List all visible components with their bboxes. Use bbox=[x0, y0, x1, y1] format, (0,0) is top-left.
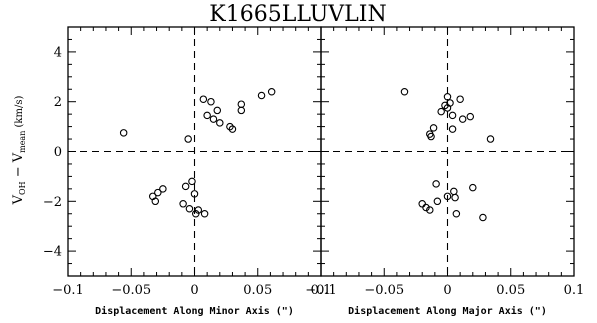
data-point bbox=[190, 190, 199, 198]
data-point bbox=[154, 188, 162, 197]
x-tick-label: 0.1 bbox=[311, 283, 332, 298]
data-point bbox=[179, 200, 187, 208]
data-point bbox=[185, 205, 194, 213]
x-tick-label: −0.05 bbox=[111, 283, 151, 298]
data-point bbox=[469, 183, 477, 192]
data-point bbox=[400, 87, 409, 96]
x-tick-label: 0 bbox=[443, 283, 451, 298]
y-axis-label-sub2: mean bbox=[18, 131, 27, 153]
data-point bbox=[216, 119, 224, 127]
data-point bbox=[228, 125, 237, 133]
data-point bbox=[443, 92, 452, 101]
data-point bbox=[209, 115, 218, 123]
x-axis-label: Displacement Along Major Axis (") bbox=[348, 305, 547, 317]
data-point bbox=[194, 206, 203, 214]
data-point bbox=[451, 193, 459, 202]
data-point bbox=[426, 206, 434, 214]
data-point bbox=[452, 210, 461, 218]
y-axis-label-mid: − V bbox=[11, 152, 26, 181]
data-point bbox=[432, 180, 440, 188]
data-point bbox=[151, 197, 160, 206]
svg-text:VOH − Vmean (km/s): VOH − Vmean (km/s) bbox=[11, 96, 27, 206]
y-axis-label: VOH − Vmean (km/s) bbox=[11, 96, 27, 206]
y-tick-labels: 4 2 0 −2 −4 bbox=[43, 45, 62, 259]
x-tick-label: −0.05 bbox=[364, 283, 404, 298]
data-point bbox=[486, 135, 495, 143]
data-point bbox=[119, 129, 128, 137]
data-point bbox=[433, 197, 442, 206]
data-point bbox=[207, 97, 215, 106]
data-point bbox=[448, 125, 457, 133]
x-tick-label: −0.1 bbox=[305, 283, 337, 298]
y-axis-label-unit: (km/s) bbox=[14, 96, 25, 131]
data-point bbox=[184, 135, 192, 143]
x-tick-label: 0.05 bbox=[496, 283, 525, 298]
x-tick-label: 0.05 bbox=[243, 283, 272, 298]
data-point bbox=[429, 124, 438, 132]
data-point bbox=[427, 132, 435, 141]
data-point bbox=[448, 111, 457, 120]
data-point bbox=[458, 115, 467, 123]
x-tick-label: 0.1 bbox=[564, 283, 585, 298]
data-point bbox=[226, 122, 234, 131]
data-point bbox=[450, 187, 458, 196]
data-point bbox=[437, 107, 445, 116]
data-point bbox=[203, 111, 211, 120]
data-point bbox=[213, 106, 222, 115]
chart-title: K1665LLUVLIN bbox=[209, 2, 386, 27]
data-point bbox=[237, 100, 246, 108]
data-point bbox=[188, 177, 196, 186]
x-axis-label: Displacement Along Minor Axis (") bbox=[95, 305, 294, 317]
x-tick-label: −0.1 bbox=[52, 283, 84, 298]
data-point bbox=[192, 210, 200, 218]
data-point bbox=[466, 112, 475, 121]
y-axis-label-sub1: OH bbox=[18, 181, 27, 195]
y-axis-label-main: V bbox=[11, 194, 26, 205]
y-tick-label: −2 bbox=[43, 195, 62, 210]
data-point bbox=[418, 200, 426, 208]
data-point bbox=[422, 203, 430, 212]
data-point bbox=[237, 106, 246, 115]
data-point bbox=[443, 192, 452, 201]
data-point bbox=[181, 182, 190, 191]
data-point bbox=[479, 213, 487, 222]
data-point bbox=[446, 99, 454, 107]
panel-minor-axis: −0.1 −0.05 0 0.05 0.1 Displacement Along Mino… bbox=[52, 26, 332, 317]
x-tick-label: 0 bbox=[190, 283, 198, 298]
y-tick-label: 0 bbox=[54, 145, 62, 160]
data-point bbox=[257, 91, 266, 100]
data-point bbox=[199, 95, 208, 103]
y-tick-label: 4 bbox=[54, 45, 62, 60]
y-tick-label: 2 bbox=[54, 95, 62, 110]
y-tick-label: −4 bbox=[43, 245, 62, 260]
data-point bbox=[267, 87, 276, 96]
panel-major-axis: −0.1 −0.05 0 0.05 0.1 Displacement Along Majo… bbox=[305, 26, 585, 317]
data-point bbox=[200, 210, 209, 218]
data-point bbox=[456, 95, 464, 103]
data-point bbox=[159, 185, 167, 193]
